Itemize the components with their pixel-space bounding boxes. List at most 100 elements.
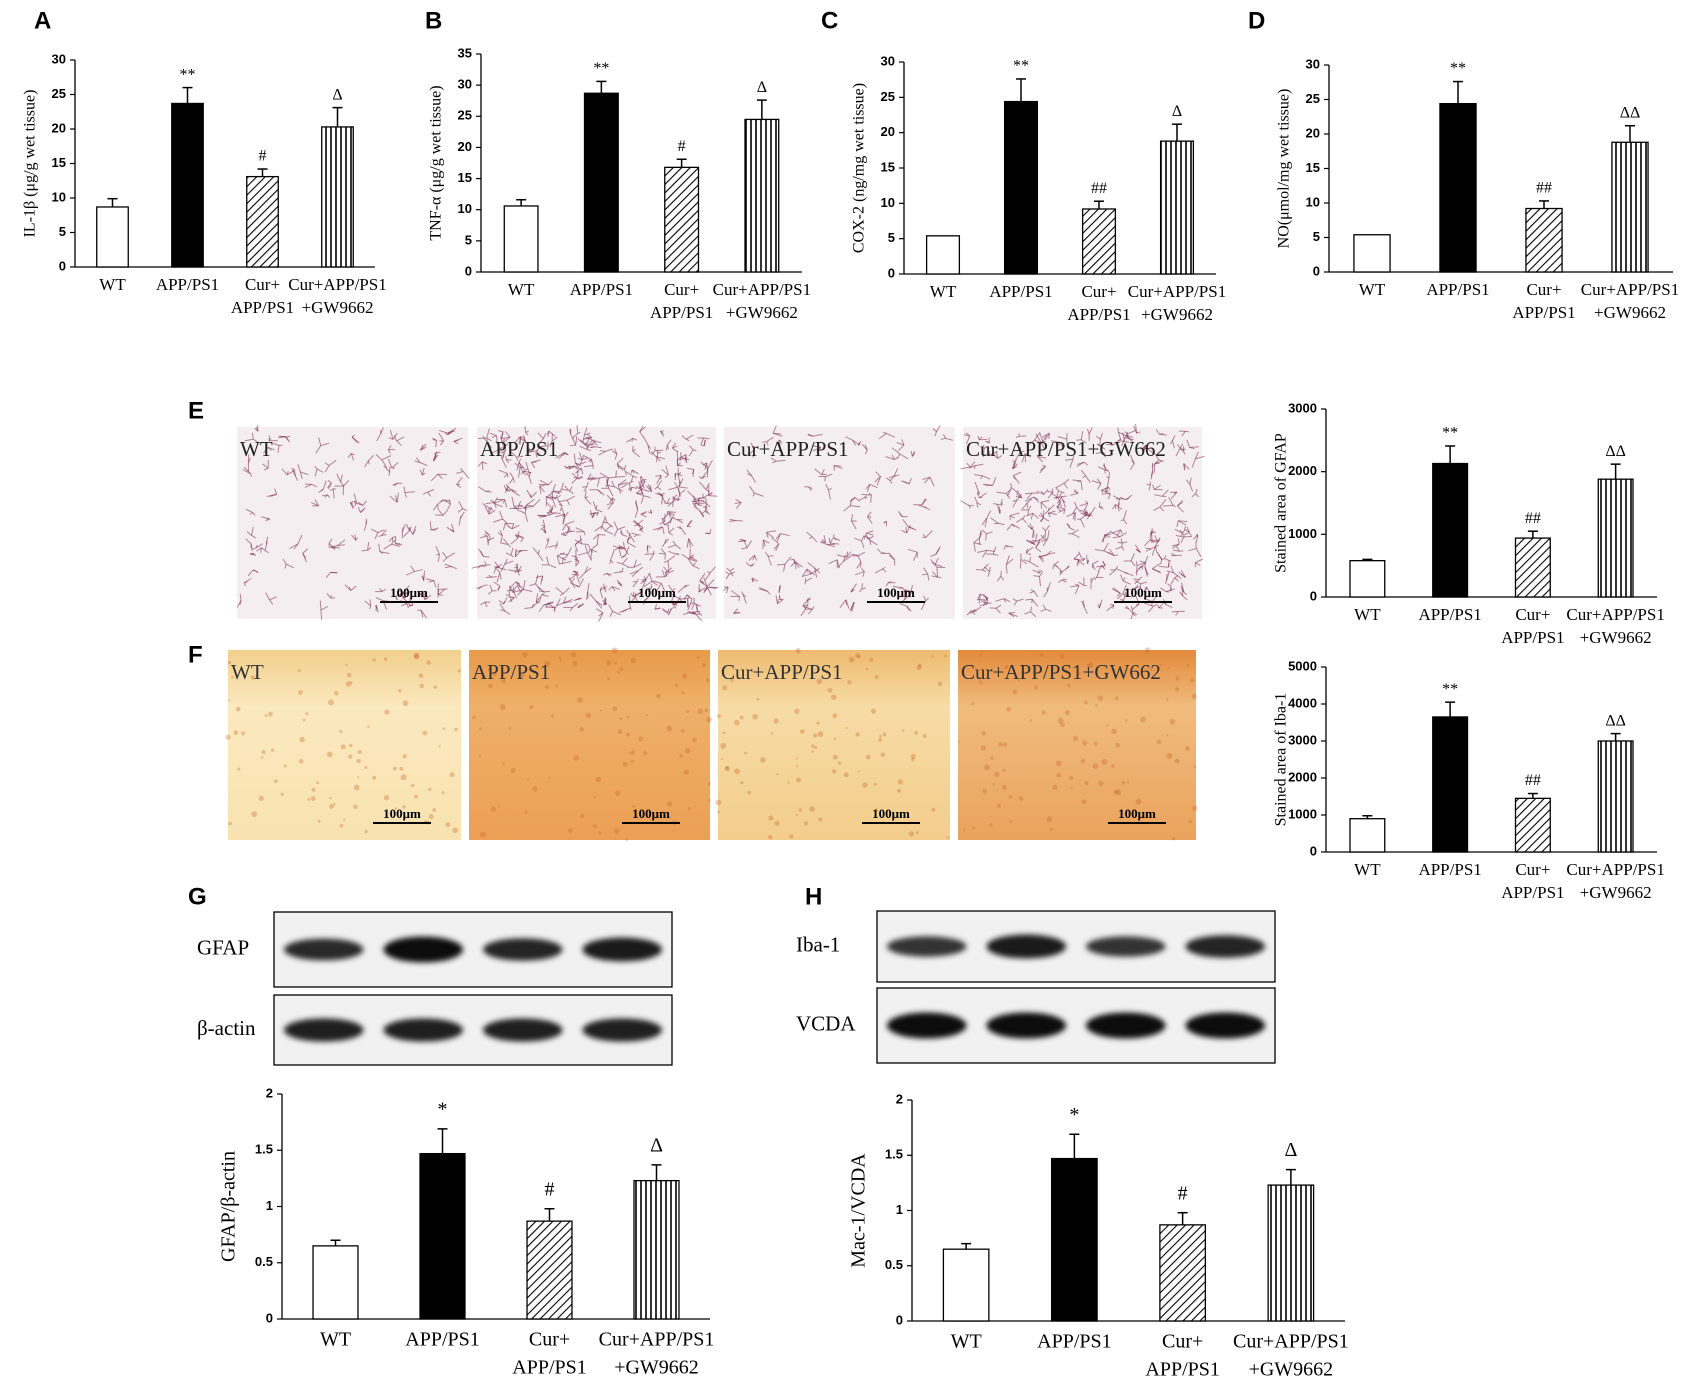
stain: [604, 598, 607, 605]
stain: [687, 603, 692, 611]
stain: [1135, 798, 1142, 805]
stain: [642, 436, 649, 445]
stain: [281, 468, 288, 476]
stain: [302, 552, 307, 559]
stain: [437, 473, 443, 479]
stain: [869, 483, 878, 489]
stain: [724, 766, 730, 772]
y-axis-label: TNF-α (μg/g wet tissue): [428, 85, 445, 240]
stain: [613, 529, 619, 537]
stain: [796, 777, 802, 783]
stain: [694, 613, 703, 622]
stain: [583, 437, 592, 440]
stain: [997, 803, 1001, 808]
stain: [906, 524, 911, 534]
stain: [661, 569, 666, 577]
micrograph-image: [469, 650, 710, 840]
stain: [315, 445, 322, 454]
x-tick-label: APP/PS1: [1418, 605, 1481, 624]
stain: [696, 499, 705, 502]
stain: [700, 437, 705, 445]
y-tick-label: 10: [52, 189, 66, 204]
stain: [708, 492, 713, 496]
stain: [499, 567, 507, 571]
stain: [697, 708, 704, 715]
bar: [321, 126, 354, 268]
stain: [655, 474, 662, 477]
stain: [558, 499, 568, 503]
significance-label: **: [1442, 425, 1458, 442]
stain: [679, 486, 688, 489]
stain: [1015, 518, 1023, 523]
stain: [443, 499, 451, 502]
stain: [343, 818, 346, 821]
stain: [1175, 676, 1180, 681]
stain: [381, 459, 388, 468]
stain: [982, 550, 988, 558]
stain: [937, 681, 943, 687]
stain: [448, 499, 452, 505]
stain: [617, 526, 626, 530]
stain: [433, 452, 437, 462]
stain: [1144, 566, 1148, 577]
stain: [1188, 532, 1192, 536]
stain: [499, 572, 502, 580]
stain: [604, 530, 614, 535]
stain: [326, 751, 333, 758]
micrograph-image: [724, 427, 955, 619]
stain: [1073, 501, 1078, 508]
stain: [1080, 509, 1086, 513]
stain: [981, 529, 987, 535]
stain: [575, 468, 582, 474]
stain: [1104, 469, 1109, 471]
stain: [661, 517, 665, 525]
y-tick-label: 15: [1306, 160, 1320, 175]
stain: [1011, 487, 1019, 494]
stain: [541, 594, 549, 597]
stain: [493, 581, 501, 587]
stain: [454, 727, 458, 732]
stain: [672, 496, 676, 501]
stain: [1090, 576, 1096, 582]
stain: [992, 783, 995, 786]
stain: [660, 494, 667, 504]
stain: [807, 562, 815, 569]
stain: [717, 810, 720, 814]
stain: [483, 555, 490, 558]
stain: [516, 462, 520, 471]
stain: [1039, 465, 1046, 474]
stain: [690, 610, 701, 613]
stain: [268, 599, 274, 605]
micrograph-image: [228, 650, 461, 840]
stain: [1012, 689, 1018, 695]
stain: [406, 603, 409, 609]
stain: [572, 437, 577, 446]
stain: [702, 492, 712, 499]
stain: [751, 475, 757, 483]
stain: [837, 761, 842, 765]
stain: [390, 539, 396, 545]
stain: [1153, 451, 1160, 461]
stain: [499, 535, 503, 544]
stain: [573, 755, 579, 761]
stain: [387, 458, 393, 469]
stain: [1112, 495, 1120, 500]
stain: [1165, 604, 1173, 609]
stain: [318, 437, 322, 446]
y-tick-label: 0: [896, 1312, 903, 1327]
stain: [982, 569, 987, 573]
stain: [437, 504, 439, 511]
stain: [507, 544, 511, 548]
bar: [1267, 1184, 1315, 1322]
stain: [570, 652, 577, 658]
stain: [1080, 439, 1087, 444]
x-tick-label: Cur+APP/PS1: [1566, 605, 1664, 624]
y-tick-label: 20: [1306, 125, 1320, 140]
stain: [480, 535, 488, 539]
stain: [1033, 496, 1039, 501]
stain: [722, 731, 726, 735]
bar: [1349, 818, 1386, 853]
stain: [1188, 819, 1193, 824]
stain: [1082, 475, 1086, 479]
stain: [1156, 739, 1162, 745]
